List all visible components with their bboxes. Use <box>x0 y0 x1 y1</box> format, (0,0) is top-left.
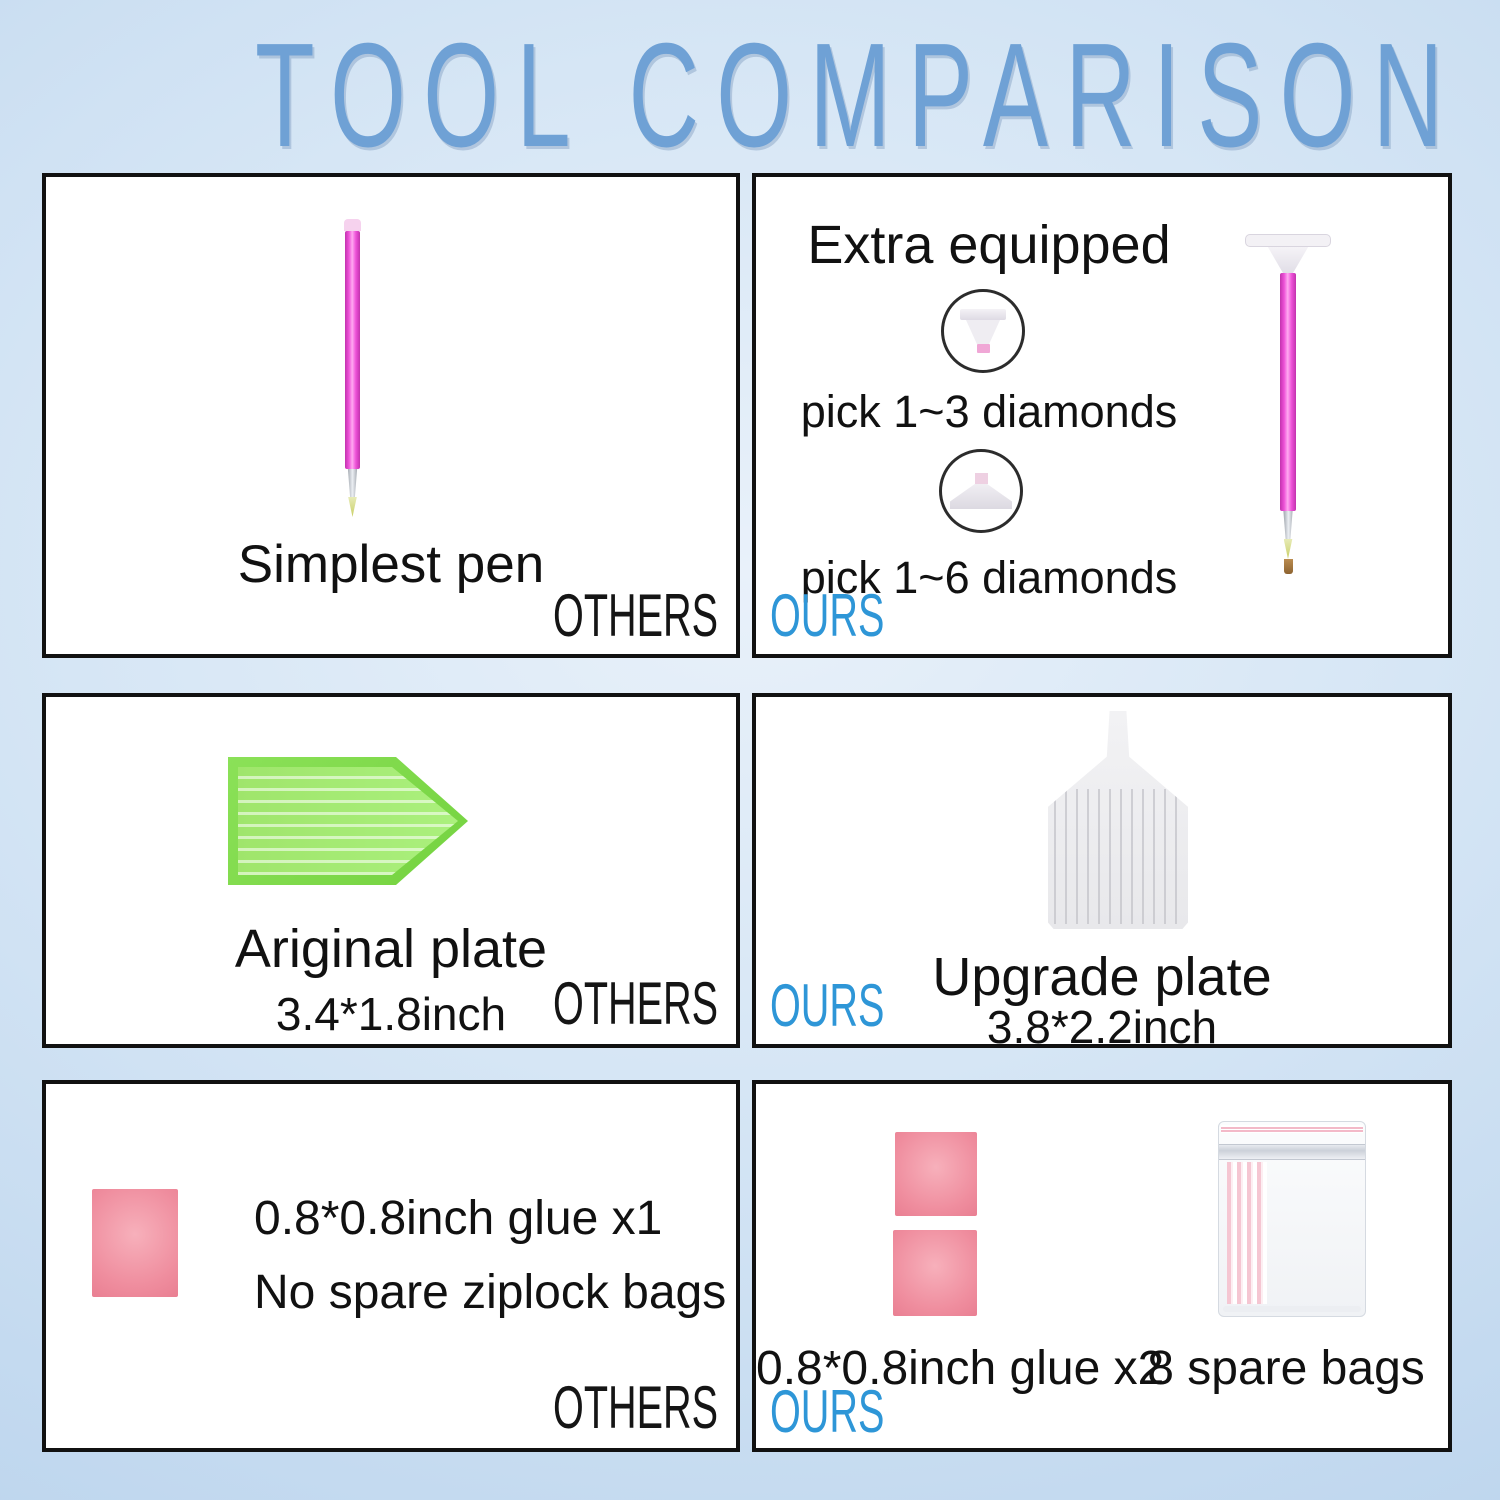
extra-equipped-heading: Extra equipped <box>807 215 1171 275</box>
glue-others-line1: 0.8*0.8inch glue x1 <box>254 1192 663 1245</box>
pick-head-3-foot <box>976 344 990 353</box>
glue-square-icon <box>895 1132 977 1216</box>
plate-ours-size: 3.8*2.2inch <box>986 1001 1218 1053</box>
pick-head-6-icon <box>939 449 1023 533</box>
green-tray-icon <box>228 757 468 885</box>
bag-bottom-fold <box>1223 1306 1361 1312</box>
pick-head-3-icon <box>941 289 1025 373</box>
glue-square-icon <box>92 1189 178 1297</box>
panel-pen-ours: Extra equipped pick 1~3 diamonds pick 1~… <box>752 173 1452 658</box>
pick-1-6-note: pick 1~6 diamonds <box>800 552 1178 603</box>
upgrade-plate-icon <box>1048 711 1188 929</box>
bag-zipper <box>1219 1144 1365 1160</box>
panel-pen-others: Simplest pen OTHERS <box>42 173 740 658</box>
pen-others-caption: Simplest pen <box>237 535 545 594</box>
pen-metal-tip <box>347 469 358 497</box>
others-label: OTHERS <box>552 970 718 1037</box>
pen-cap <box>344 219 361 231</box>
multi-head-pen-icon <box>1245 234 1331 574</box>
pen-point <box>348 497 357 517</box>
others-label: OTHERS <box>552 1374 718 1441</box>
pen-point <box>1283 539 1293 559</box>
panel-glue-others: 0.8*0.8inch glue x1 No spare ziplock bag… <box>42 1080 740 1452</box>
upgrade-plate-ridges <box>1054 789 1182 924</box>
pen-metal-tip <box>1283 511 1293 539</box>
plate-others-size: 3.4*1.8inch <box>275 988 507 1040</box>
spare-bags-label: 8 spare bags <box>1147 1342 1425 1395</box>
pen-head-bar <box>1245 234 1331 247</box>
panel-plate-ours: Upgrade plate 3.8*2.2inch OURS <box>752 693 1452 1053</box>
ziplock-bag-icon <box>1218 1121 1366 1317</box>
panel-glue-ours: 0.8*0.8inch glue x2 8 spare bags OURS <box>752 1080 1452 1452</box>
bag-top-lines <box>1221 1125 1363 1133</box>
pick-head-3-bar <box>960 309 1006 320</box>
glue-ours-label: 0.8*0.8inch glue x2 <box>756 1342 1165 1395</box>
green-tray-ridges <box>238 767 458 875</box>
ours-label: OURS <box>770 972 885 1039</box>
pen-head-stem <box>1267 247 1309 273</box>
pick-1-3-note: pick 1~3 diamonds <box>800 386 1178 437</box>
bag-pink-stripes <box>1227 1162 1267 1304</box>
pick-head-6-neck <box>974 473 988 484</box>
page-title: TOOL COMPARISON <box>254 13 1461 178</box>
pink-pen-icon <box>344 219 361 517</box>
ours-label: OURS <box>770 1378 885 1445</box>
glue-square-icon <box>893 1230 977 1316</box>
pen-brown-tip <box>1283 559 1293 574</box>
plate-ours-caption: Upgrade plate <box>932 947 1272 1007</box>
pen-rod <box>345 231 360 469</box>
pick-head-6-flare <box>950 484 1012 509</box>
pen-rod <box>1280 273 1296 511</box>
panel-plate-others: Ariginal plate 3.4*1.8inch OTHERS <box>42 693 740 1048</box>
glue-others-line2: No spare ziplock bags <box>254 1266 727 1319</box>
pick-head-3-body <box>966 320 1000 344</box>
ours-label: OURS <box>770 582 885 649</box>
plate-others-caption: Ariginal plate <box>234 919 548 979</box>
others-label: OTHERS <box>552 582 718 649</box>
